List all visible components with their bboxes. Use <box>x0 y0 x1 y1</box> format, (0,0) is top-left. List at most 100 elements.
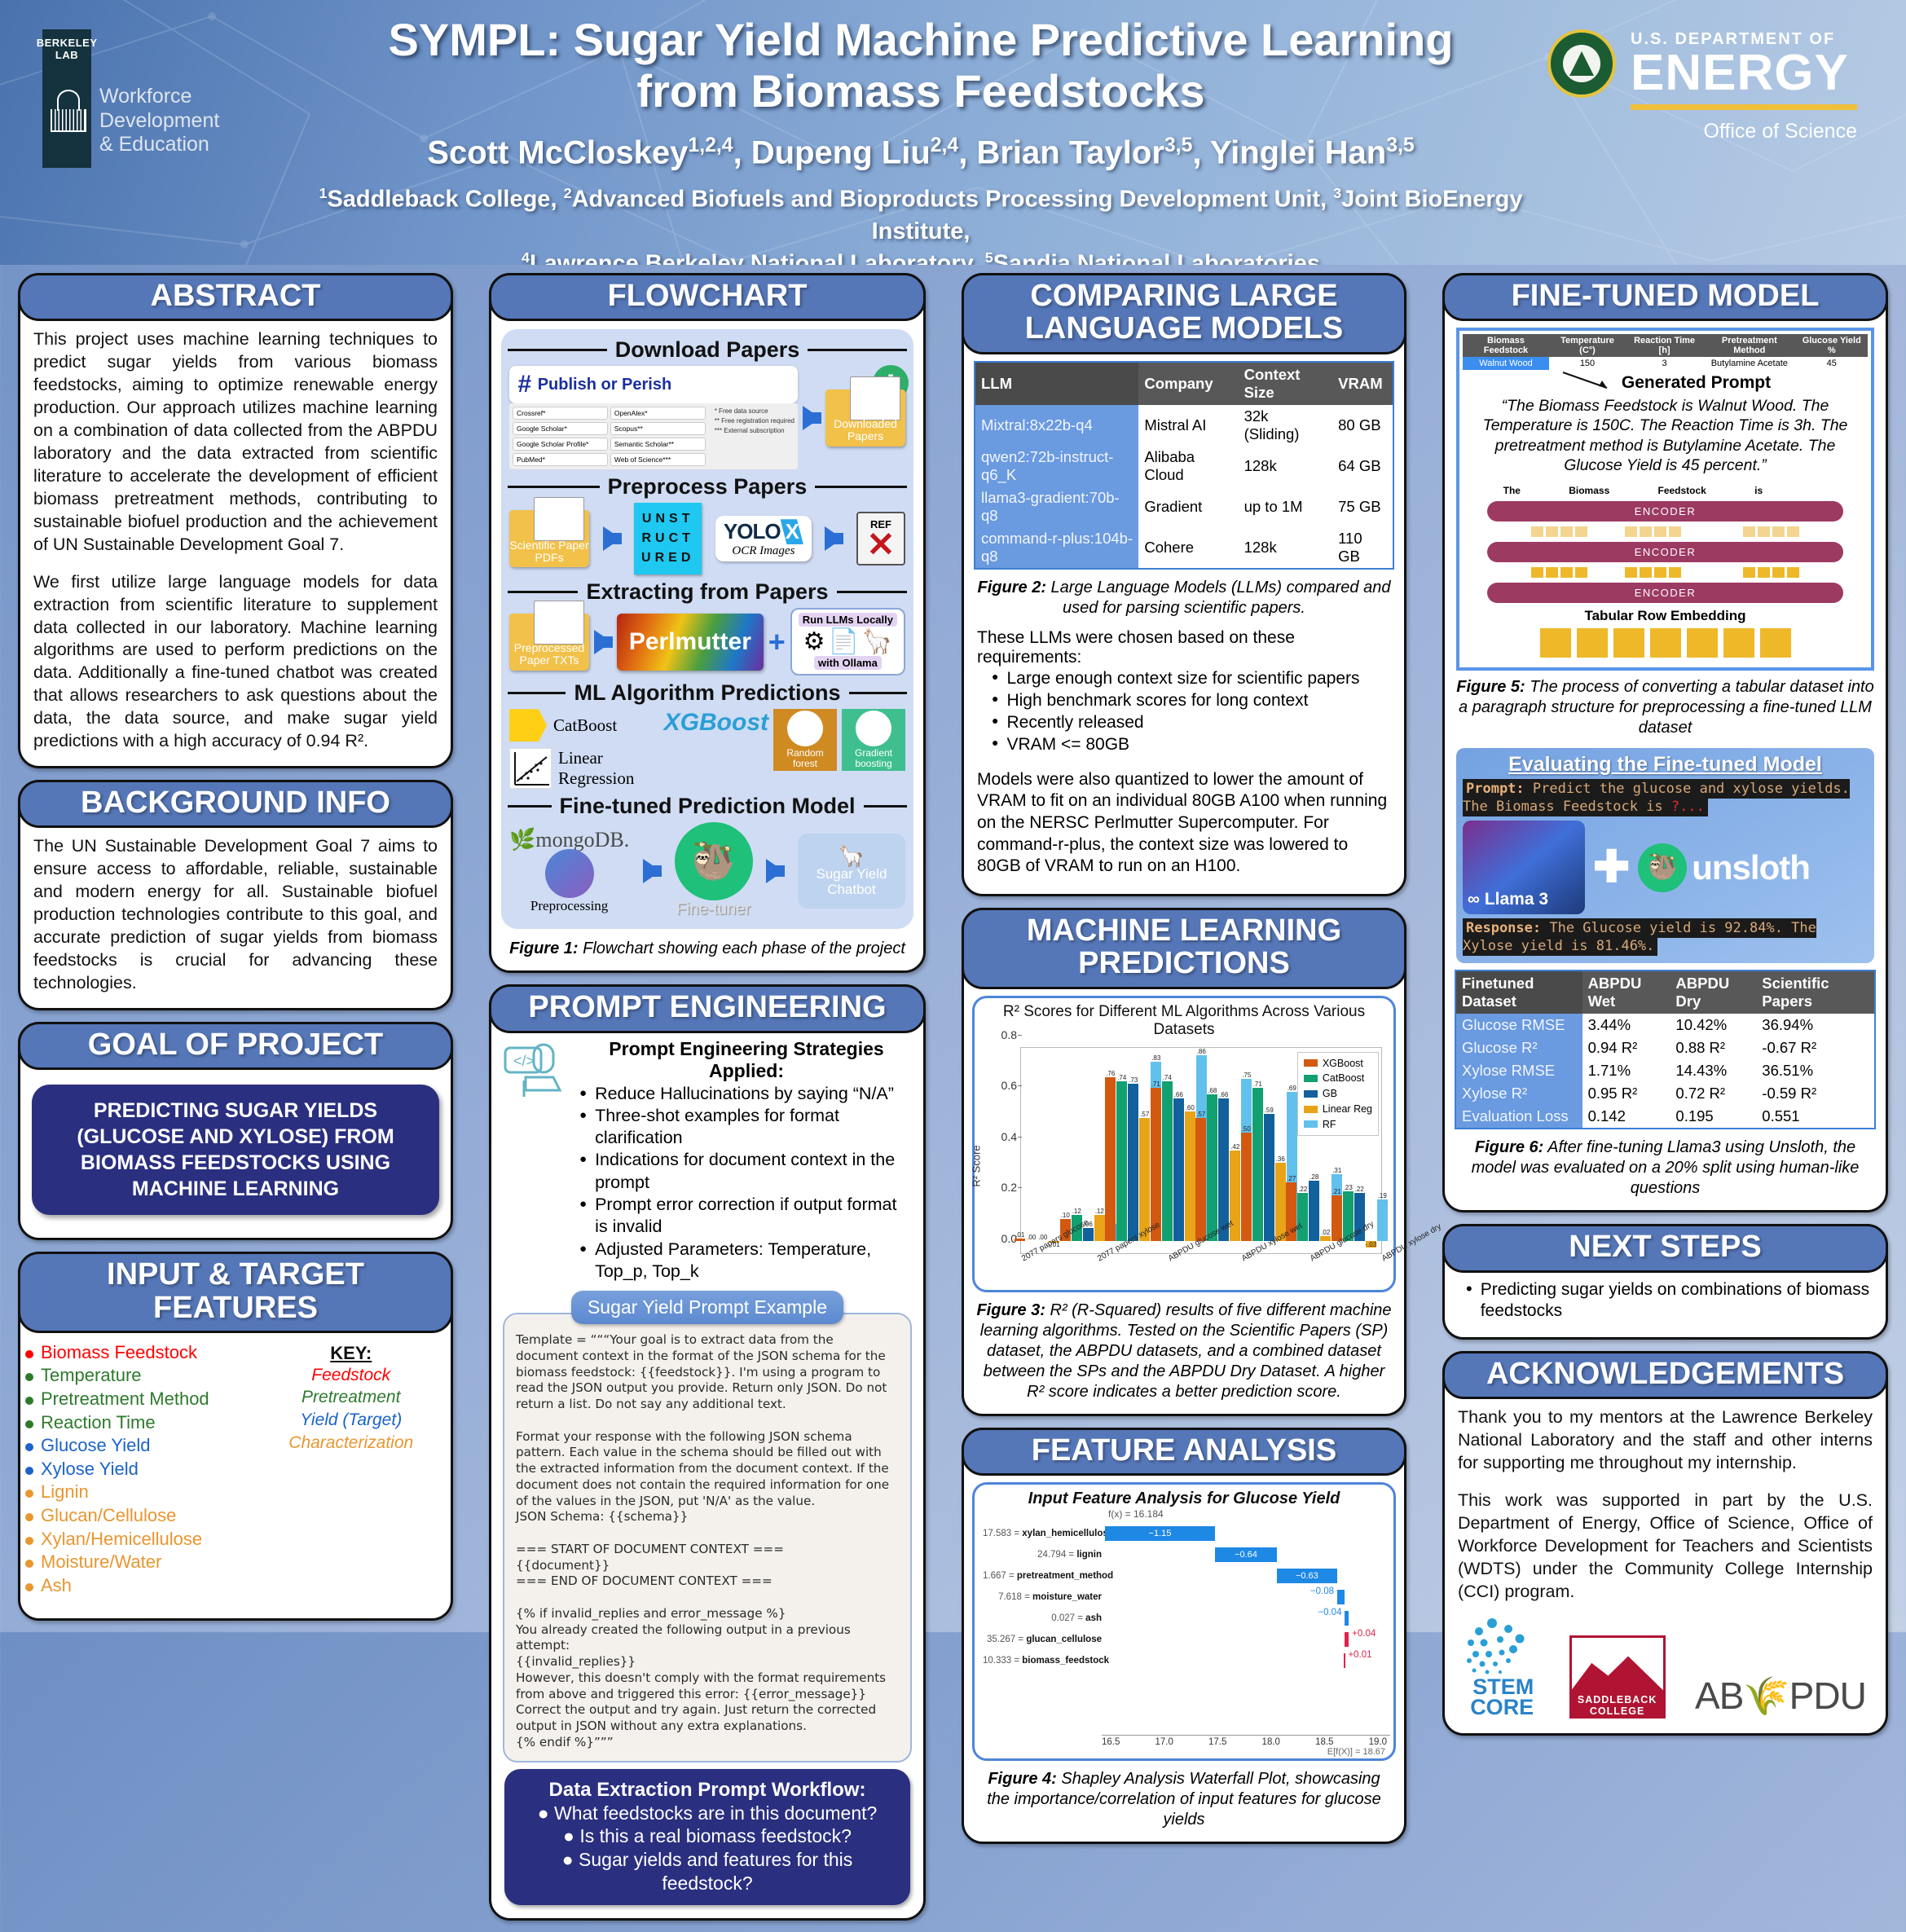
next-steps-list: Predicting sugar yields on combinations … <box>1445 1273 1886 1327</box>
bar: .76 <box>1105 1070 1116 1241</box>
workflow-step: Sugar yields and features for this feeds… <box>579 1849 853 1894</box>
bar-value-label: .59 <box>1264 1106 1274 1114</box>
list-item: Xylan/Hemicellulose <box>25 1528 262 1551</box>
chatbot-label: Sugar Yield Chatbot <box>816 866 887 898</box>
flow-section-title: Download Papers <box>508 337 908 363</box>
model-logos-row: ∞ Llama 3 ✚ 🦥 unsloth <box>1463 821 1868 915</box>
pop-name: Publish or Perish <box>537 375 672 394</box>
feature-value: 24.794 = <box>1037 1549 1077 1560</box>
flow-section-title: Extracting from Papers <box>508 579 907 605</box>
goal-heading: GOAL OF PROJECT <box>18 1021 453 1071</box>
shap-value-label: +0.01 <box>1348 1649 1372 1660</box>
list-item: Moisture/Water <box>25 1551 262 1574</box>
arrow-right-icon <box>602 526 622 552</box>
bar: .73 <box>1128 1076 1139 1241</box>
features-heading: INPUT & TARGET FEATURES <box>18 1252 453 1333</box>
list-item: Three-shot examples for format clarifica… <box>579 1105 913 1150</box>
bar-value-label: .83 <box>1151 1054 1161 1063</box>
y-tick-label: 0.0 <box>984 1232 1022 1245</box>
bar-value-label: .10 <box>1060 1212 1070 1220</box>
legend-label: Linear Reg <box>1322 1102 1372 1115</box>
bar: .42 <box>1230 1143 1241 1241</box>
column-header: Pretreatment Method <box>1703 334 1796 358</box>
strategy-label: Reduce Hallucinations by saying “N/A” <box>595 1083 894 1103</box>
shap-track: −0.04 <box>1107 1608 1385 1629</box>
generated-prompt-title: Generated Prompt <box>1621 373 1772 393</box>
key-item: Yield (Target) <box>300 1410 403 1430</box>
gradient-boosting-icon: Gradient boosting <box>842 709 905 772</box>
figure-1-caption: Figure 1: Flowchart showing each phase o… <box>491 934 923 961</box>
llm-comparison-panel: COMPARING LARGE LANGUAGE MODELS LLM Comp… <box>962 273 1406 896</box>
list-item: Recently released <box>992 711 1391 733</box>
ml-predictions-panel: MACHINE LEARNING PREDICTIONS R² Scores f… <box>962 908 1574 1416</box>
bar-value-label: .00 <box>1038 1233 1048 1241</box>
embedding-row <box>1479 526 1851 537</box>
ollama-card: Run LLMs Locally ⚙ 📄 🦙 with Ollama <box>790 608 905 676</box>
title-line-1: SYMPL: Sugar Yield Machine Predictive Le… <box>388 14 1454 65</box>
feature-value: 7.618 = <box>998 1591 1032 1602</box>
gradient-boosting-label: Gradient boosting <box>854 747 893 769</box>
bullet-dot <box>25 1396 33 1405</box>
figure-5-text: The process of converting a tabular data… <box>1459 677 1874 737</box>
llama-face-icon: 🦙 <box>838 843 865 868</box>
bar-value-label: .66 <box>1219 1091 1229 1099</box>
abpdu-logo: AB🌾PDU <box>1695 1674 1867 1717</box>
legend-entry: Linear Reg <box>1303 1102 1372 1117</box>
bar: .12 <box>1094 1208 1105 1241</box>
flow-section-title: Fine-tuned Prediction Model <box>508 794 907 819</box>
folder-label: Preprocessed Paper TXTs <box>513 641 585 667</box>
column-header: ABPDU Dry <box>1670 970 1757 1014</box>
source-item: Google Scholar* <box>513 422 608 436</box>
linear-regression-icon <box>509 748 552 790</box>
shap-row: 1.667 = pretreatment_method −0.63 <box>983 1565 1385 1587</box>
column-header: Scientific Papers <box>1756 970 1875 1014</box>
flowchart-diagram: Download Papers # Publish or Perish Cros… <box>501 329 913 930</box>
prompt-label: Prompt: <box>1466 780 1525 797</box>
bullet-dot <box>25 1373 33 1382</box>
legend-swatch <box>1303 1105 1318 1113</box>
legend-label: GB <box>1322 1088 1337 1100</box>
list-item: Temperature <box>25 1364 262 1388</box>
workflow-step: What feedstocks are in this document? <box>553 1802 878 1824</box>
shap-track: −1.15 <box>1104 1523 1385 1544</box>
berkeley-lab-name: BERKELEY LAB <box>36 37 98 61</box>
sugar-yield-prompt-example-button[interactable]: Sugar Yield Prompt Example <box>570 1291 844 1325</box>
preprocessing-label: Preprocessing <box>530 897 609 913</box>
embedding-blocks <box>1479 627 1851 658</box>
xgboost-logo: XGBoost <box>663 709 768 737</box>
token: Feedstock <box>1657 484 1706 496</box>
y-tick-label: 0.4 <box>984 1130 1022 1143</box>
doe-seal-icon <box>1547 29 1616 98</box>
legend-label: CatBoost <box>1322 1072 1365 1085</box>
table-header-row: Biomass Feedstock Temperature (C°) React… <box>1463 334 1868 358</box>
ollama-title: Run LLMs Locally <box>798 613 897 627</box>
saddleback-college-logo: SADDLEBACK COLLEGE <box>1569 1635 1666 1719</box>
code-prompt-icon: </> <box>501 1038 571 1108</box>
bar: .57 <box>1139 1111 1151 1241</box>
list-item: Prompt error correction if output format… <box>579 1194 913 1239</box>
perlmutter-label: Perlmutter <box>628 627 751 655</box>
shap-bar <box>1345 1631 1349 1647</box>
acknowledgements-panel: ACKNOWLEDGEMENTS Thank you to my mentors… <box>1442 1350 1888 1736</box>
bar-value-label: .12 <box>1072 1207 1081 1215</box>
source-item: Google Scholar Profile* <box>513 438 608 451</box>
figure-2-caption: Figure 2: Large Language Models (LLMs) c… <box>964 573 1404 620</box>
list-item: High benchmark scores for long context <box>992 689 1391 711</box>
prompt-body: Predict the glucose and xylose yields. T… <box>1463 780 1850 816</box>
shap-bar <box>1345 1610 1349 1626</box>
column-header: LLM <box>975 361 1139 405</box>
shap-bar <box>1344 1653 1346 1668</box>
prompt-engineering-heading: PROMPT ENGINEERING <box>489 984 926 1033</box>
flow-section-label: Fine-tuned Prediction Model <box>559 794 856 819</box>
bar-value-label: .19 <box>1377 1192 1387 1200</box>
feature-label: Reaction Time <box>41 1411 156 1432</box>
bar: .23 <box>1342 1184 1354 1241</box>
response-label: Response: <box>1466 920 1542 937</box>
feature-value: 10.333 = <box>983 1655 1023 1666</box>
feature-label: Biomass Feedstock <box>41 1341 197 1362</box>
fine-tuned-model-panel: FINE-TUNED MODEL Biomass Feedstock Tempe… <box>1442 273 1888 1213</box>
list-item: Glucan/Cellulose <box>25 1504 262 1528</box>
bar-value-label: .75 <box>1242 1072 1252 1080</box>
bar: .01 <box>1015 1231 1026 1241</box>
strategies-list: Reduce Hallucinations by saying “N/A” Th… <box>579 1083 913 1283</box>
